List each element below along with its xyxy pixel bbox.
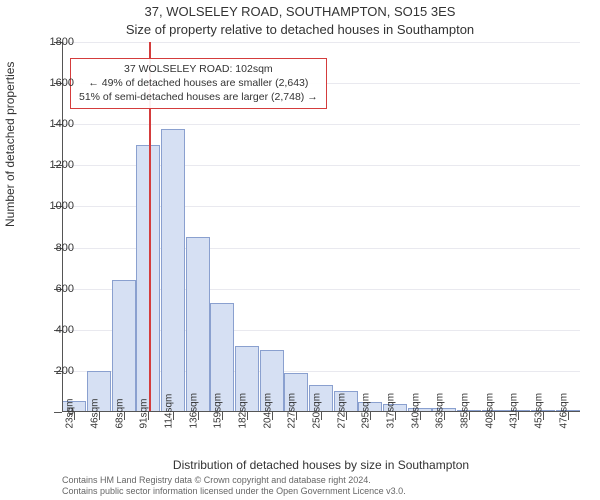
- annotation-line3: 51% of semi-detached houses are larger (…: [79, 90, 318, 104]
- y-tick-label: 800: [56, 242, 74, 254]
- y-tick-label: 1600: [50, 77, 74, 89]
- y-tick-label: 600: [56, 283, 74, 295]
- histogram-bar: [186, 237, 210, 412]
- y-tick-label: 1000: [50, 200, 74, 212]
- chart-container: 37, WOLSELEY ROAD, SOUTHAMPTON, SO15 3ES…: [0, 0, 600, 500]
- gridline: [62, 124, 580, 125]
- footer-attribution: Contains HM Land Registry data © Crown c…: [62, 475, 406, 496]
- y-axis-line: [62, 42, 63, 412]
- footer-line2: Contains public sector information licen…: [62, 486, 406, 496]
- y-tick-label: 200: [56, 365, 74, 377]
- y-tick-label: 1800: [50, 36, 74, 48]
- y-tick-label: 400: [56, 324, 74, 336]
- annotation-line2: ← 49% of detached houses are smaller (2,…: [79, 76, 318, 90]
- y-tick-label: 1200: [50, 159, 74, 171]
- chart-title-line2: Size of property relative to detached ho…: [0, 22, 600, 37]
- chart-title-line1: 37, WOLSELEY ROAD, SOUTHAMPTON, SO15 3ES: [0, 4, 600, 19]
- y-tick: [54, 412, 62, 413]
- histogram-bar: [112, 280, 136, 412]
- annotation-box: 37 WOLSELEY ROAD: 102sqm← 49% of detache…: [70, 58, 327, 109]
- y-tick-label: 1400: [50, 118, 74, 130]
- plot-area: 37 WOLSELEY ROAD: 102sqm← 49% of detache…: [62, 42, 580, 412]
- annotation-line1: 37 WOLSELEY ROAD: 102sqm: [79, 62, 318, 76]
- footer-line1: Contains HM Land Registry data © Crown c…: [62, 475, 406, 485]
- x-axis-label: Distribution of detached houses by size …: [62, 458, 580, 472]
- gridline: [62, 42, 580, 43]
- y-axis-label: Number of detached properties: [3, 62, 17, 227]
- histogram-bar: [161, 129, 185, 412]
